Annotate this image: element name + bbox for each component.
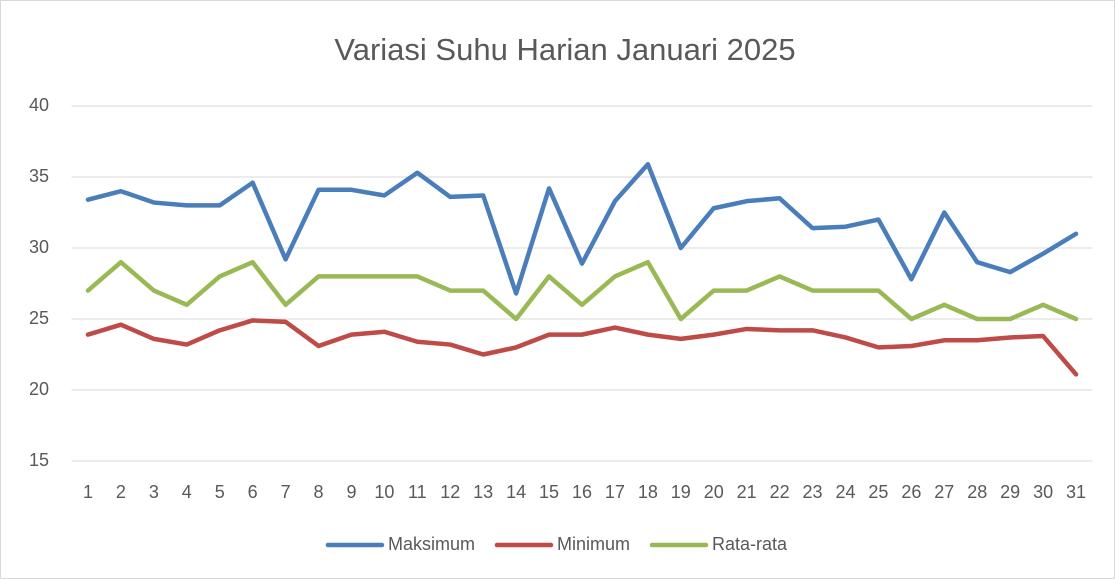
legend-label: Maksimum — [388, 534, 475, 554]
x-tick-label: 15 — [539, 482, 559, 502]
chart-title: Variasi Suhu Harian Januari 2025 — [334, 32, 795, 67]
x-tick-label: 9 — [346, 482, 356, 502]
x-tick-label: 6 — [248, 482, 258, 502]
x-tick-label: 30 — [1033, 482, 1053, 502]
x-tick-label: 26 — [901, 482, 921, 502]
x-tick-label: 7 — [281, 482, 291, 502]
y-tick-label: 20 — [29, 379, 49, 399]
x-tick-label: 31 — [1066, 482, 1086, 502]
x-tick-label: 23 — [803, 482, 823, 502]
x-tick-label: 14 — [506, 482, 526, 502]
x-tick-label: 28 — [967, 482, 987, 502]
legend-label: Rata-rata — [712, 534, 788, 554]
x-tick-label: 10 — [374, 482, 394, 502]
x-tick-label: 25 — [868, 482, 888, 502]
x-tick-label: 29 — [1000, 482, 1020, 502]
y-tick-label: 30 — [29, 237, 49, 257]
x-tick-label: 4 — [182, 482, 192, 502]
x-tick-label: 17 — [605, 482, 625, 502]
line-series — [85, 259, 1079, 322]
x-tick-label: 5 — [215, 482, 225, 502]
y-tick-label: 40 — [29, 95, 49, 115]
x-tick-label: 21 — [737, 482, 757, 502]
x-tick-label: 16 — [572, 482, 592, 502]
x-tick-label: 24 — [835, 482, 855, 502]
line-series — [85, 161, 1079, 296]
x-tick-label: 19 — [671, 482, 691, 502]
legend-label: Minimum — [557, 534, 630, 554]
x-tick-label: 12 — [440, 482, 460, 502]
x-tick-label: 2 — [116, 482, 126, 502]
x-tick-label: 18 — [638, 482, 658, 502]
x-tick-label: 11 — [408, 482, 427, 502]
x-tick-label: 3 — [149, 482, 159, 502]
x-tick-label: 22 — [770, 482, 790, 502]
x-tick-label: 27 — [934, 482, 954, 502]
y-tick-label: 25 — [29, 308, 49, 328]
x-tick-label: 13 — [473, 482, 493, 502]
y-tick-label: 35 — [29, 166, 49, 186]
x-tick-label: 20 — [704, 482, 724, 502]
x-tick-label: 1 — [83, 482, 93, 502]
y-tick-label: 15 — [29, 450, 49, 470]
x-tick-label: 8 — [314, 482, 324, 502]
line-series — [85, 318, 1079, 377]
